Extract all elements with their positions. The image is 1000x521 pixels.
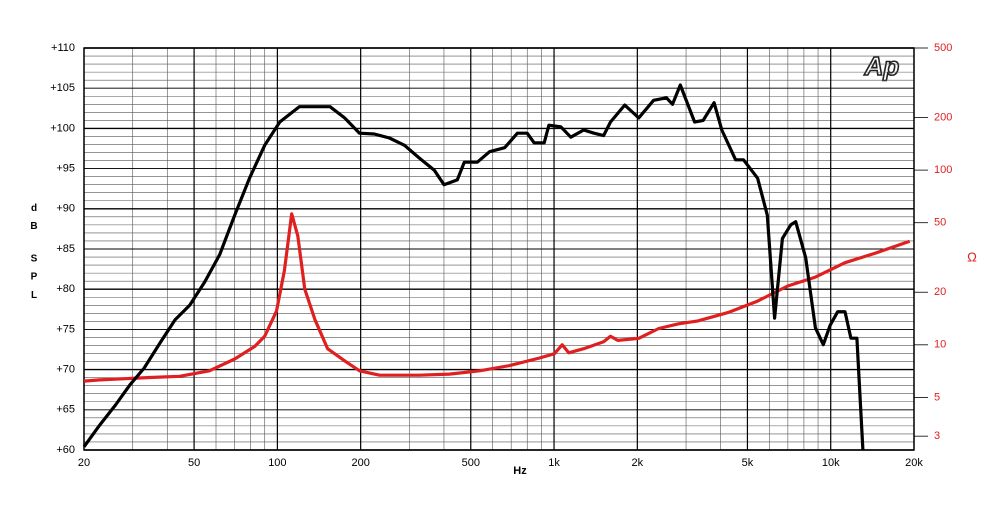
series-line <box>83 212 911 383</box>
y2-tick-label: 500 <box>934 42 952 54</box>
x-tick-label: 500 <box>462 457 480 469</box>
y-tick-label: +105 <box>50 82 75 94</box>
y2-tick-label: 50 <box>934 217 946 229</box>
y-tick-label: +90 <box>56 203 75 215</box>
x-axis-label: Hz <box>513 465 527 477</box>
y2-tick-label: 100 <box>934 164 952 176</box>
y-tick-label: +70 <box>56 364 75 376</box>
x-tick-label: 2k <box>632 457 644 469</box>
y2-axis-label: Ω <box>967 249 977 264</box>
x-tick-label: 50 <box>188 457 200 469</box>
y2-tick-label: 10 <box>934 339 946 351</box>
y-tick-label: +80 <box>56 283 75 295</box>
y-tick-label: +75 <box>56 323 75 335</box>
x-tick-label: 1k <box>548 457 560 469</box>
x-tick-label: 20k <box>905 457 923 469</box>
y2-tick-label: 20 <box>934 286 946 298</box>
plot-frame <box>83 47 915 451</box>
x-tick-label: 10k <box>822 457 840 469</box>
y-tick-label: +100 <box>50 122 75 134</box>
x-tick-label: 5k <box>742 457 754 469</box>
y-tick-label: +95 <box>56 163 75 175</box>
y-tick-label: +85 <box>56 243 75 255</box>
x-tick-label: 100 <box>268 457 286 469</box>
y2-tick-label: 200 <box>934 111 952 123</box>
series-line <box>82 83 865 451</box>
y2-tick-label: 3 <box>934 430 940 442</box>
y-tick-label: +65 <box>56 404 75 416</box>
y-tick-label: +110 <box>51 42 75 54</box>
y-tick-label: +60 <box>56 444 75 456</box>
x-tick-label: 200 <box>351 457 369 469</box>
logo: Ap <box>864 51 900 81</box>
y2-tick-label: 5 <box>934 391 940 403</box>
x-tick-label: 20 <box>78 457 90 469</box>
